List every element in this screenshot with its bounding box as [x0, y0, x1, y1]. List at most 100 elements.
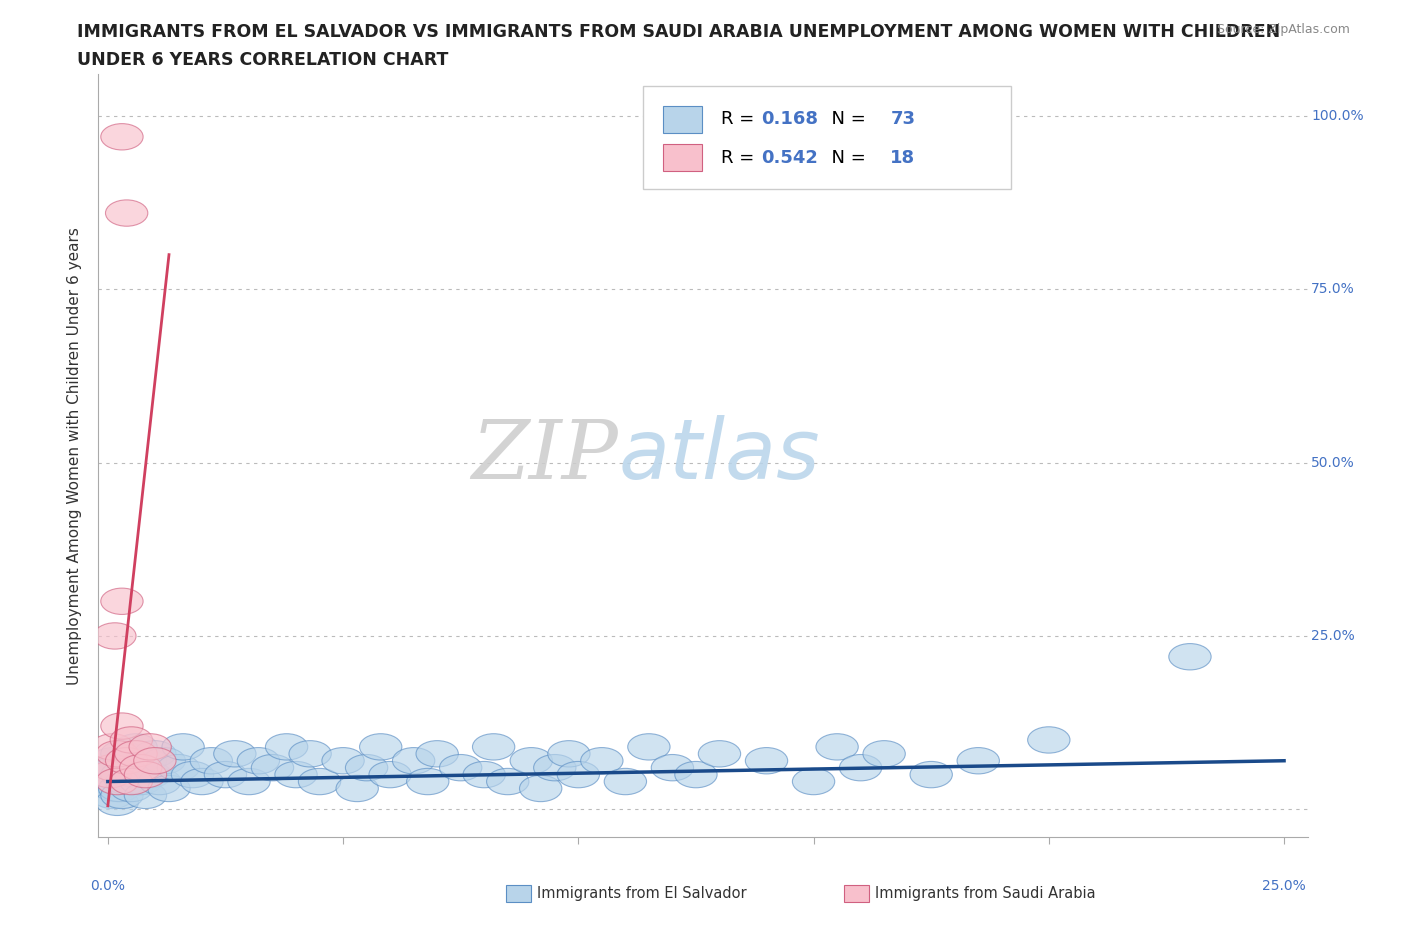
Text: 50.0%: 50.0%: [1312, 456, 1355, 470]
Ellipse shape: [94, 776, 136, 802]
Ellipse shape: [96, 790, 138, 816]
Text: Immigrants from El Salvador: Immigrants from El Salvador: [537, 886, 747, 901]
Ellipse shape: [1028, 726, 1070, 753]
Ellipse shape: [105, 748, 148, 774]
Ellipse shape: [486, 768, 529, 795]
Ellipse shape: [336, 776, 378, 802]
Ellipse shape: [110, 776, 152, 802]
Ellipse shape: [143, 748, 186, 774]
Ellipse shape: [134, 748, 176, 774]
Ellipse shape: [89, 762, 131, 788]
Ellipse shape: [910, 762, 952, 788]
Ellipse shape: [148, 776, 190, 802]
Ellipse shape: [274, 762, 318, 788]
Ellipse shape: [266, 734, 308, 760]
Ellipse shape: [472, 734, 515, 760]
Ellipse shape: [96, 768, 138, 795]
Ellipse shape: [157, 754, 200, 781]
Text: 18: 18: [890, 149, 915, 166]
Text: Source: ZipAtlas.com: Source: ZipAtlas.com: [1216, 23, 1350, 36]
Text: N =: N =: [820, 111, 872, 128]
Ellipse shape: [204, 762, 246, 788]
Text: N =: N =: [820, 149, 872, 166]
Ellipse shape: [120, 754, 162, 781]
Text: 0.168: 0.168: [761, 111, 818, 128]
Ellipse shape: [94, 623, 136, 649]
Ellipse shape: [101, 782, 143, 808]
Ellipse shape: [190, 748, 232, 774]
Ellipse shape: [557, 762, 599, 788]
Ellipse shape: [138, 768, 181, 795]
Ellipse shape: [98, 776, 141, 802]
Ellipse shape: [91, 762, 134, 788]
Y-axis label: Unemployment Among Women with Children Under 6 years: Unemployment Among Women with Children U…: [67, 227, 83, 684]
Ellipse shape: [392, 748, 434, 774]
Ellipse shape: [290, 740, 332, 767]
Ellipse shape: [793, 768, 835, 795]
Ellipse shape: [627, 734, 671, 760]
Text: Immigrants from Saudi Arabia: Immigrants from Saudi Arabia: [875, 886, 1095, 901]
Ellipse shape: [134, 740, 176, 767]
Ellipse shape: [252, 754, 294, 781]
Ellipse shape: [101, 713, 143, 739]
Ellipse shape: [863, 740, 905, 767]
Ellipse shape: [91, 782, 134, 808]
Ellipse shape: [238, 748, 280, 774]
Ellipse shape: [534, 754, 576, 781]
Ellipse shape: [162, 734, 204, 760]
Ellipse shape: [510, 748, 553, 774]
Ellipse shape: [839, 754, 882, 781]
Ellipse shape: [91, 754, 134, 781]
Text: 25.0%: 25.0%: [1263, 879, 1306, 893]
Ellipse shape: [96, 768, 138, 795]
FancyBboxPatch shape: [664, 144, 702, 171]
Ellipse shape: [110, 726, 152, 753]
Ellipse shape: [105, 768, 148, 795]
FancyBboxPatch shape: [664, 106, 702, 133]
Ellipse shape: [548, 740, 591, 767]
Ellipse shape: [181, 768, 224, 795]
Ellipse shape: [699, 740, 741, 767]
Ellipse shape: [298, 768, 340, 795]
Text: IMMIGRANTS FROM EL SALVADOR VS IMMIGRANTS FROM SAUDI ARABIA UNEMPLOYMENT AMONG W: IMMIGRANTS FROM EL SALVADOR VS IMMIGRANT…: [77, 23, 1281, 41]
Ellipse shape: [89, 768, 131, 795]
Ellipse shape: [115, 762, 157, 788]
Ellipse shape: [129, 762, 172, 788]
Ellipse shape: [322, 748, 364, 774]
Ellipse shape: [172, 762, 214, 788]
Ellipse shape: [101, 762, 143, 788]
Ellipse shape: [91, 748, 134, 774]
Text: 0.542: 0.542: [761, 149, 818, 166]
Ellipse shape: [96, 754, 138, 781]
Ellipse shape: [96, 740, 138, 767]
Ellipse shape: [115, 734, 157, 760]
Text: 25.0%: 25.0%: [1312, 629, 1355, 643]
Ellipse shape: [1168, 644, 1211, 670]
Ellipse shape: [120, 768, 162, 795]
Ellipse shape: [581, 748, 623, 774]
Ellipse shape: [129, 734, 172, 760]
Ellipse shape: [105, 748, 148, 774]
Ellipse shape: [101, 124, 143, 150]
Ellipse shape: [651, 754, 693, 781]
Text: 73: 73: [890, 111, 915, 128]
Ellipse shape: [101, 588, 143, 615]
Ellipse shape: [463, 762, 505, 788]
Text: 0.0%: 0.0%: [90, 879, 125, 893]
Ellipse shape: [105, 200, 148, 226]
Ellipse shape: [110, 768, 152, 795]
Text: 75.0%: 75.0%: [1312, 283, 1355, 297]
Ellipse shape: [91, 734, 134, 760]
Ellipse shape: [124, 762, 167, 788]
Ellipse shape: [745, 748, 787, 774]
Ellipse shape: [124, 748, 167, 774]
Ellipse shape: [214, 740, 256, 767]
Text: R =: R =: [721, 149, 761, 166]
Text: UNDER 6 YEARS CORRELATION CHART: UNDER 6 YEARS CORRELATION CHART: [77, 51, 449, 69]
Ellipse shape: [101, 740, 143, 767]
Ellipse shape: [675, 762, 717, 788]
Ellipse shape: [346, 754, 388, 781]
Ellipse shape: [519, 776, 562, 802]
Ellipse shape: [124, 782, 167, 808]
Ellipse shape: [110, 754, 152, 781]
